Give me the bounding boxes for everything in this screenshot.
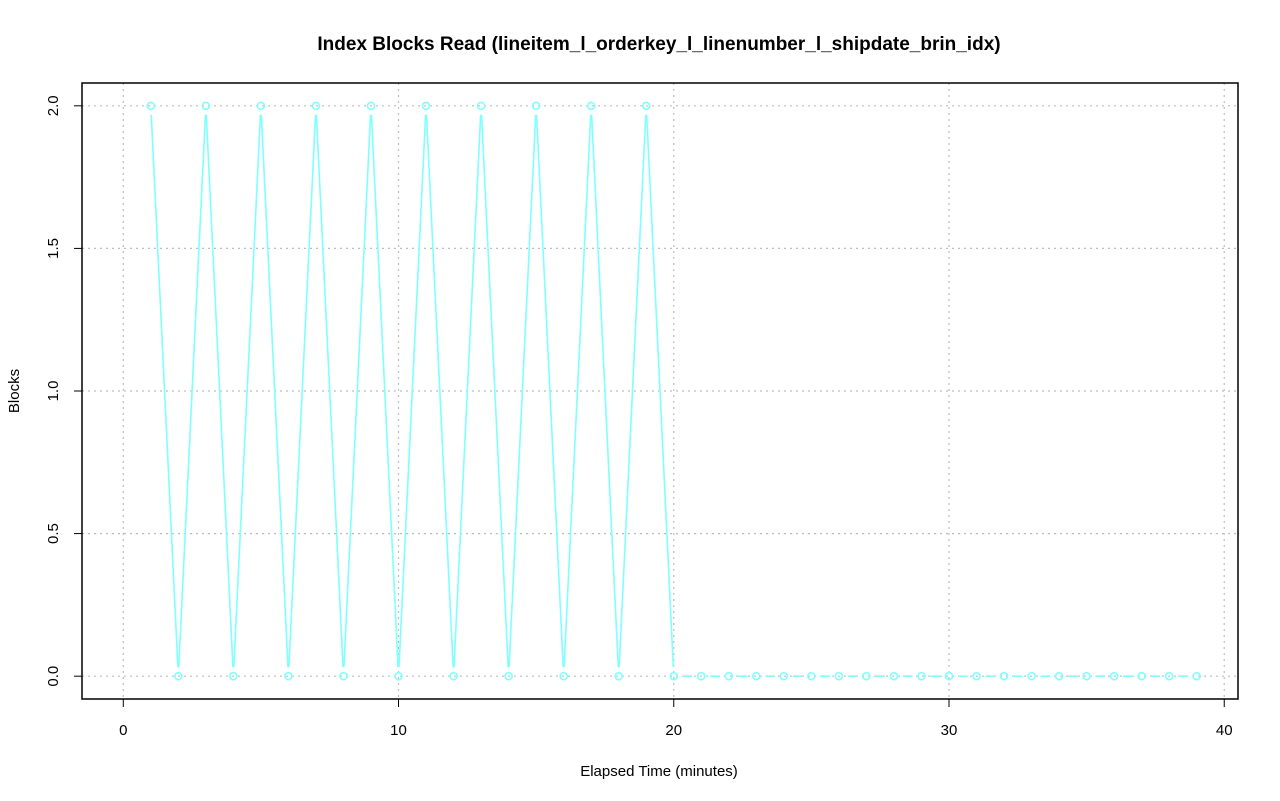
data-point	[476, 101, 486, 111]
data-point	[834, 671, 844, 681]
data-point	[146, 101, 156, 111]
series-line-segment	[535, 114, 565, 668]
data-point	[531, 101, 541, 111]
data-point	[999, 671, 1009, 681]
data-point	[889, 671, 899, 681]
data-point	[972, 671, 981, 681]
data-point	[1054, 671, 1064, 681]
series-line-segment	[343, 114, 372, 668]
data-point	[1164, 671, 1174, 681]
y-tick-label: 0.5	[45, 523, 62, 544]
series-line-segment	[563, 114, 592, 668]
series-line-segment	[233, 114, 262, 668]
data-point	[1192, 671, 1202, 681]
data-point	[559, 671, 568, 681]
data-point	[366, 101, 376, 111]
series-line-segment	[398, 114, 427, 668]
series-line-segment	[205, 114, 234, 668]
y-axis-label: Blocks	[6, 369, 23, 413]
y-tick-label: 0.0	[45, 666, 62, 687]
series-line-segment	[645, 114, 675, 668]
y-tick-label: 1.5	[45, 238, 62, 259]
data-point	[449, 671, 458, 681]
data-point	[586, 101, 596, 111]
data-point	[917, 671, 926, 681]
y-tick-label: 1.0	[45, 381, 62, 402]
data-point	[779, 671, 789, 681]
data-point	[807, 671, 816, 681]
data-point	[229, 671, 238, 681]
y-tick-label: 2.0	[45, 95, 62, 116]
data-point	[944, 671, 954, 681]
series-line-segment	[453, 114, 482, 668]
x-tick-label: 20	[665, 722, 682, 739]
data-point	[724, 671, 734, 681]
data-point	[1109, 671, 1119, 681]
series	[146, 101, 1202, 681]
series-line-segment	[508, 114, 537, 668]
data-point	[696, 671, 706, 681]
x-axis-label: Elapsed Time (minutes)	[580, 763, 738, 780]
data-point	[1027, 671, 1036, 681]
y-axis: 0.0 0.5 1.0 1.5 2.0	[45, 95, 83, 687]
data-point	[256, 101, 266, 111]
series-line-segment	[480, 114, 509, 668]
data-point	[1082, 671, 1091, 681]
data-point	[284, 671, 293, 681]
data-point	[504, 671, 513, 681]
data-point	[311, 101, 321, 111]
series-line-segment	[288, 114, 317, 668]
series-line-segment	[315, 114, 344, 668]
chart-title: Index Blocks Read (lineitem_l_orderkey_l…	[317, 34, 1000, 55]
series-line-segment	[425, 114, 454, 668]
data-point	[862, 671, 871, 681]
x-tick-label: 40	[1216, 722, 1233, 739]
x-tick-label: 10	[390, 722, 407, 739]
series-line-segment	[150, 114, 179, 668]
data-point	[669, 671, 679, 681]
x-tick-label: 30	[941, 722, 958, 739]
series-line-segment	[590, 114, 620, 668]
series-line-segment	[177, 114, 207, 668]
x-axis: 0 10 20 30 40	[119, 698, 1233, 739]
x-tick-label: 0	[119, 722, 127, 739]
data-point	[641, 101, 651, 111]
data-point	[1137, 671, 1146, 681]
data-point	[174, 671, 183, 681]
series-line-segment	[370, 114, 399, 668]
data-point	[614, 671, 624, 681]
data-point	[201, 101, 211, 111]
data-point	[752, 671, 761, 681]
data-point	[421, 101, 431, 111]
data-point	[339, 671, 348, 681]
data-point	[394, 671, 403, 681]
series-line-segment	[618, 114, 647, 668]
series-line-segment	[260, 114, 289, 668]
